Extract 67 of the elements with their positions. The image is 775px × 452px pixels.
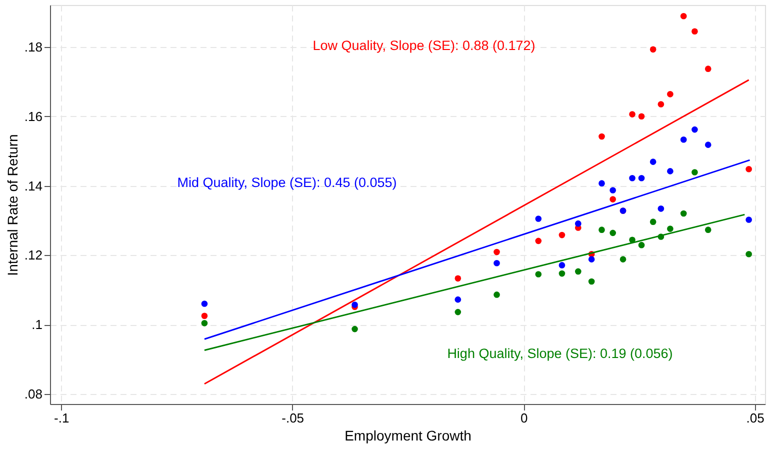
point bbox=[610, 196, 616, 202]
point bbox=[454, 296, 462, 303]
point bbox=[352, 326, 358, 332]
point bbox=[650, 46, 656, 53]
point bbox=[629, 111, 636, 118]
x-axis-title: Employment Growth bbox=[344, 428, 472, 444]
annotation: Mid Quality, Slope (SE): 0.45 (0.055) bbox=[177, 175, 397, 190]
point bbox=[667, 168, 674, 174]
point bbox=[588, 278, 595, 285]
point bbox=[610, 230, 616, 236]
point bbox=[650, 158, 656, 165]
y-tick-label: .18 bbox=[24, 39, 42, 54]
point bbox=[574, 220, 582, 227]
point bbox=[535, 271, 542, 278]
point bbox=[201, 312, 208, 320]
point bbox=[638, 174, 645, 182]
point bbox=[629, 174, 636, 182]
point bbox=[454, 275, 462, 282]
point bbox=[692, 126, 698, 133]
point bbox=[704, 226, 712, 233]
point bbox=[598, 226, 605, 233]
point bbox=[454, 308, 462, 316]
point bbox=[746, 216, 752, 223]
point bbox=[598, 180, 605, 186]
x-tick-label: -.05 bbox=[282, 410, 304, 426]
y-tick-label: .1 bbox=[32, 317, 42, 332]
y-tick-label: .16 bbox=[24, 108, 42, 124]
y-tick-label: .14 bbox=[24, 178, 42, 194]
annotation: High Quality, Slope (SE): 0.19 (0.056) bbox=[447, 346, 673, 361]
x-tick-label: .05 bbox=[746, 410, 764, 426]
point bbox=[658, 101, 664, 108]
y-tick-label: .08 bbox=[24, 386, 42, 402]
point bbox=[494, 248, 500, 256]
y-axis-title: Internal Rate of Return bbox=[4, 134, 20, 276]
point bbox=[650, 218, 656, 226]
point bbox=[201, 300, 208, 307]
point bbox=[494, 260, 500, 266]
point bbox=[680, 136, 687, 143]
y-tick-label: .12 bbox=[24, 248, 42, 263]
point bbox=[667, 91, 674, 98]
point bbox=[535, 238, 542, 244]
point bbox=[638, 113, 645, 120]
point bbox=[692, 169, 698, 176]
point bbox=[558, 270, 566, 277]
point bbox=[535, 216, 542, 222]
point bbox=[620, 256, 626, 262]
point bbox=[558, 232, 566, 238]
point bbox=[494, 292, 500, 298]
point bbox=[658, 206, 664, 212]
x-tick-label: 0 bbox=[520, 410, 528, 426]
point bbox=[588, 256, 595, 262]
point bbox=[746, 166, 752, 172]
point bbox=[638, 242, 645, 248]
point bbox=[558, 262, 566, 268]
annotation: Low Quality, Slope (SE): 0.88 (0.172) bbox=[312, 38, 536, 53]
point bbox=[704, 142, 712, 148]
point bbox=[574, 268, 582, 275]
point bbox=[692, 28, 698, 35]
point bbox=[746, 250, 752, 258]
point bbox=[667, 226, 674, 232]
x-tick-label: -.1 bbox=[54, 410, 70, 426]
point bbox=[680, 12, 687, 20]
point bbox=[680, 210, 687, 217]
point bbox=[610, 187, 616, 194]
point bbox=[201, 320, 208, 326]
point bbox=[598, 133, 605, 140]
point bbox=[704, 66, 712, 72]
